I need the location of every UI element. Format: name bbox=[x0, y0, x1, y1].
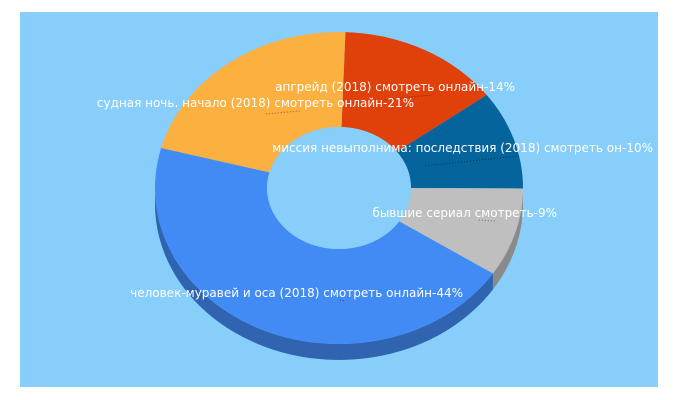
slice-label-3: человек-муравей и оса (2018) смотреть он… bbox=[130, 286, 463, 300]
leader-line-1 bbox=[422, 155, 519, 167]
slice-4[interactable] bbox=[161, 31, 346, 173]
slice-label-2: бывшие сериал смотреть-9% bbox=[372, 206, 557, 220]
slice-label-4: судная ночь. начало (2018) смотреть онла… bbox=[97, 96, 414, 110]
donut-hole bbox=[267, 127, 411, 249]
slice-2[interactable] bbox=[399, 188, 523, 274]
slice-label-1: миссия невыполнима: последствия (2018) с… bbox=[272, 141, 653, 155]
slice-3[interactable] bbox=[154, 148, 493, 345]
slice-1[interactable] bbox=[396, 95, 524, 189]
donut-slices bbox=[154, 31, 524, 345]
slice-label-0: апгрейд (2018) смотреть онлайн-14% bbox=[275, 80, 515, 94]
leader-line-3 bbox=[338, 299, 344, 302]
donut-3d-sides bbox=[155, 188, 523, 361]
slice-labels: апгрейд (2018) смотреть онлайн-14% миссия… bbox=[97, 80, 653, 300]
slice-side-2 bbox=[492, 188, 523, 290]
leader-line-0 bbox=[382, 94, 431, 101]
slice-0[interactable] bbox=[341, 32, 487, 152]
leader-lines bbox=[264, 94, 519, 302]
